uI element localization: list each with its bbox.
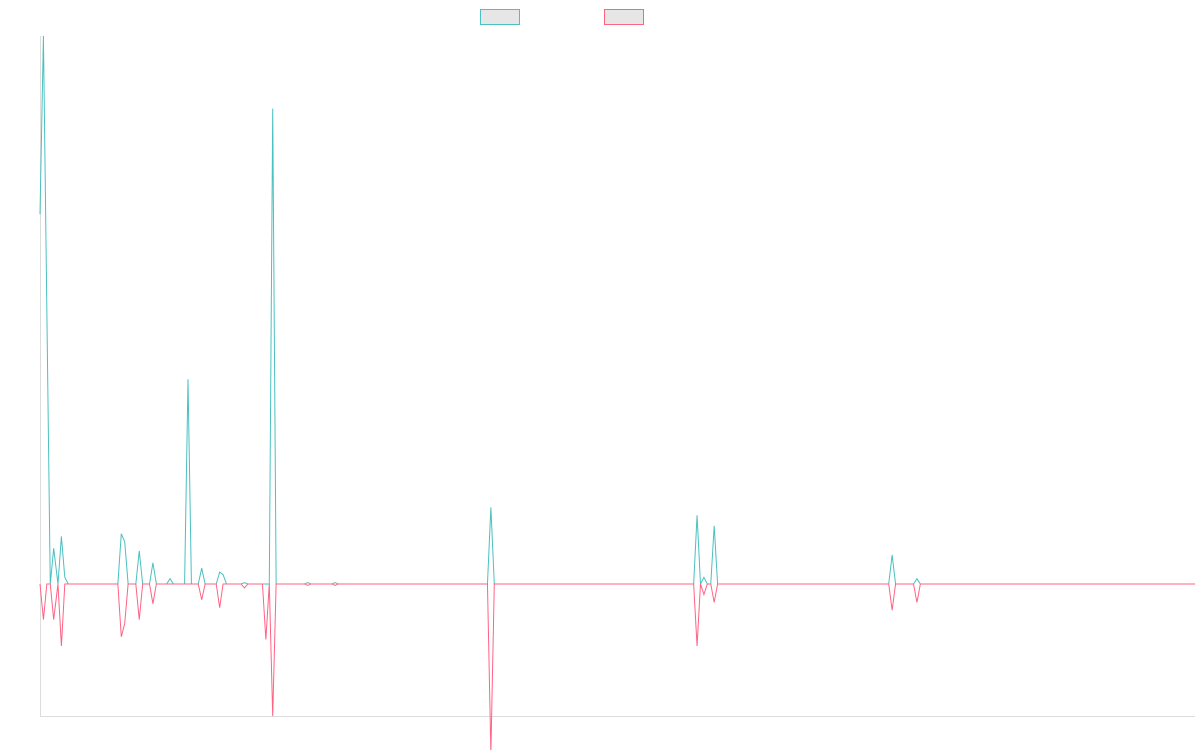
legend-swatch-series-2[interactable] — [604, 9, 644, 25]
series-line-2[interactable] — [39, 583, 1195, 753]
series-line-1[interactable] — [39, 35, 1195, 586]
legend-swatch-series-1[interactable] — [480, 9, 520, 25]
